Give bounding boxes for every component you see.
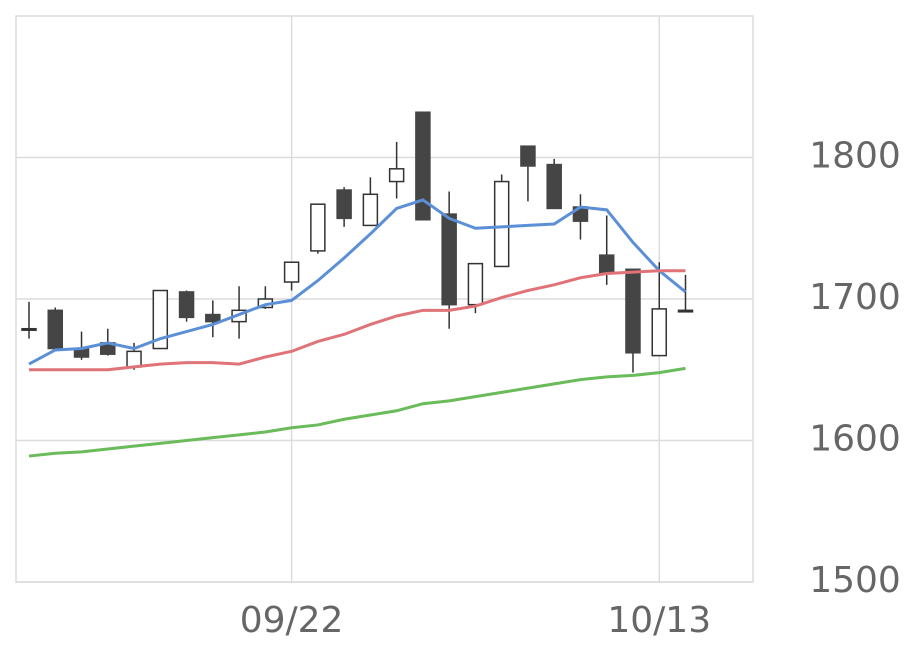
candle-body <box>415 111 431 221</box>
candle-body <box>441 213 457 306</box>
moving-average-line <box>28 366 686 458</box>
candle-body <box>310 203 326 252</box>
x-tick-label: 09/22 <box>240 600 344 641</box>
plot-frame <box>15 15 754 583</box>
candle-body <box>677 309 694 313</box>
candle-body <box>126 350 142 368</box>
y-tick-label: 1700 <box>809 277 901 318</box>
y-tick-label: 1500 <box>809 560 901 601</box>
moving-average-line <box>29 269 686 372</box>
candle-body <box>336 189 352 220</box>
candle-body <box>625 268 641 354</box>
candle-body <box>546 163 562 210</box>
moving-average-line <box>28 198 687 366</box>
candle-body <box>598 254 615 275</box>
y-tick-label: 1800 <box>809 136 901 177</box>
candle-body <box>47 309 64 350</box>
candle-body <box>651 308 667 357</box>
candle-body <box>388 168 405 183</box>
candle-body <box>362 193 379 227</box>
candle-body <box>152 289 169 350</box>
x-tick-label: 10/13 <box>607 600 711 641</box>
candle-body <box>467 262 484 306</box>
candle-body <box>493 180 510 268</box>
candle-body <box>21 327 37 331</box>
candle-body <box>178 291 195 319</box>
candle-body <box>520 145 536 167</box>
y-tick-label: 1600 <box>809 419 901 460</box>
candle-body <box>283 261 300 283</box>
candle-body <box>205 313 221 323</box>
